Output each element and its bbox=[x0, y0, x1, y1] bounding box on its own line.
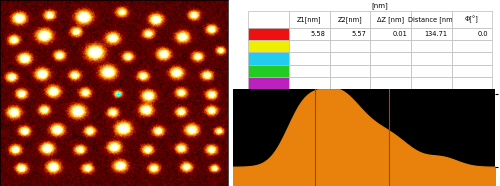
Text: [nm]: [nm] bbox=[371, 3, 388, 9]
